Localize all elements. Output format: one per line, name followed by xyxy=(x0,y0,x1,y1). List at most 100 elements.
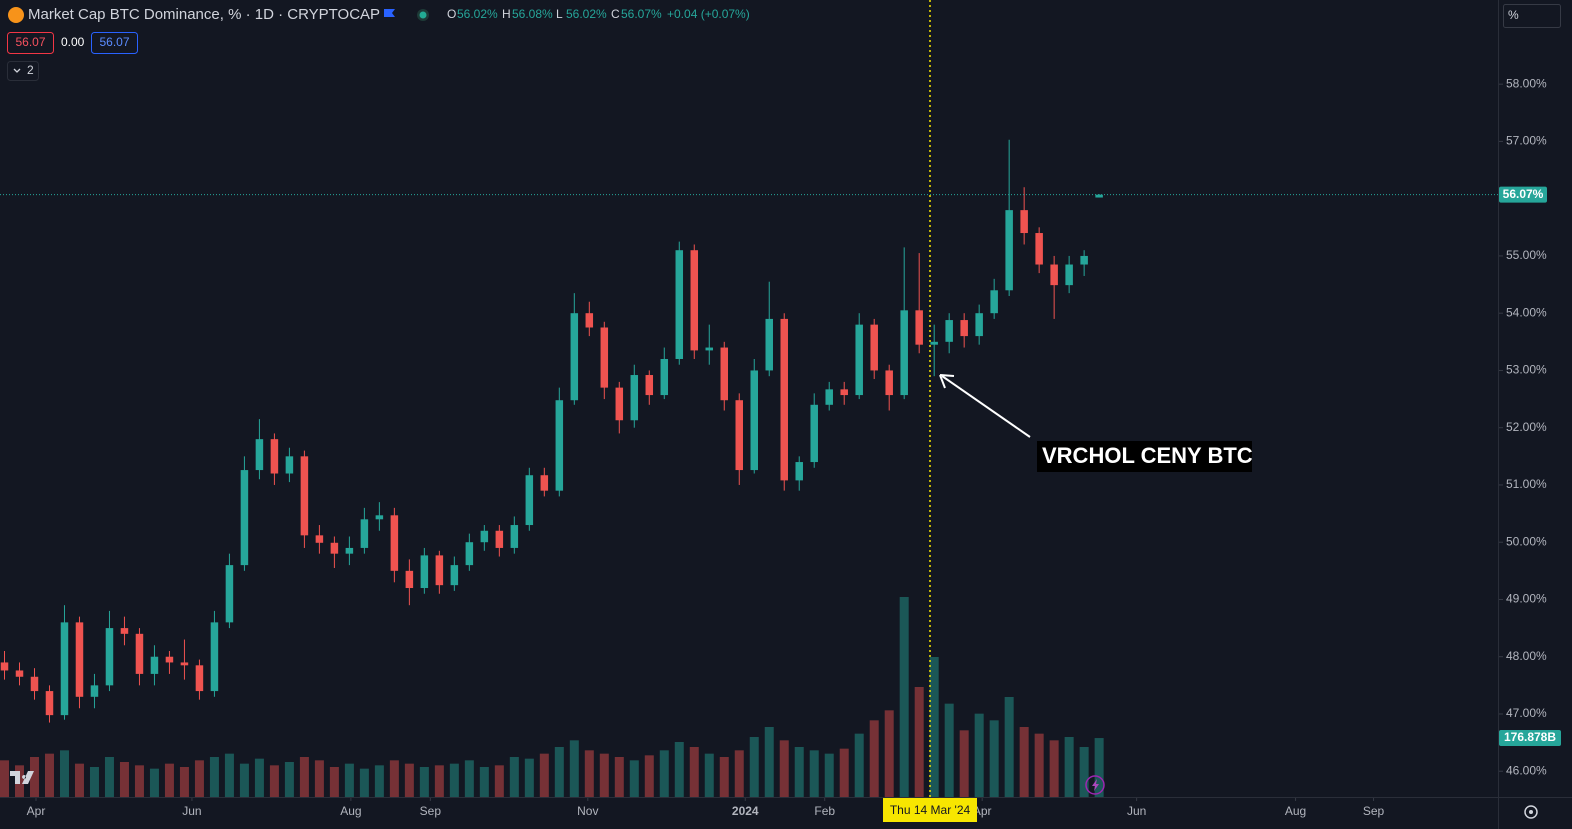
x-tick-label: Aug xyxy=(340,804,361,818)
candle-body xyxy=(30,676,39,692)
ohlc-value: 56.02% xyxy=(457,7,498,21)
annotation-text[interactable]: VRCHOL CENY BTC xyxy=(1042,443,1253,468)
bid-value: 56.07 xyxy=(15,35,45,49)
volume-bar xyxy=(269,765,279,797)
candle-body xyxy=(525,475,534,526)
volume-bar xyxy=(704,753,714,797)
candle-body xyxy=(840,389,848,396)
volume-bar xyxy=(479,767,489,797)
candle-body xyxy=(855,324,863,396)
indicators-toggle[interactable] xyxy=(7,61,39,81)
volume-bar xyxy=(179,767,189,797)
replay-icon[interactable] xyxy=(1085,775,1105,795)
volume-bar xyxy=(224,753,234,797)
candle-body xyxy=(585,313,594,328)
volume-bar xyxy=(614,757,624,797)
candle-body xyxy=(240,470,249,566)
y-tick-label: 47.00% xyxy=(1506,706,1547,720)
volume-bar xyxy=(764,727,774,797)
volume-bar xyxy=(374,765,384,797)
volume-bar xyxy=(1064,737,1074,797)
candle-body xyxy=(45,691,54,716)
volume-bar xyxy=(119,762,129,797)
candle-body xyxy=(210,622,219,692)
y-tick-label: 48.00% xyxy=(1506,649,1547,663)
y-tick-label: 49.00% xyxy=(1506,592,1547,606)
candle-body xyxy=(795,462,803,481)
candle-body xyxy=(570,313,579,401)
volume-bar xyxy=(944,703,954,797)
volume-bar xyxy=(644,755,654,797)
plot-area xyxy=(0,0,1498,797)
volume-bar xyxy=(929,657,939,797)
scale-unit-box[interactable] xyxy=(1503,4,1561,28)
candle-body xyxy=(300,456,309,536)
volume-bar xyxy=(854,733,864,797)
candle-body xyxy=(330,542,339,554)
annotation-box[interactable] xyxy=(1037,441,1252,472)
candle-body xyxy=(315,535,324,543)
symbol-title[interactable]: Market Cap BTC Dominance, % · 1D · CRYPT… xyxy=(28,6,380,23)
volume-bar xyxy=(959,730,969,797)
spread-value: 0.00 xyxy=(61,35,85,49)
candle-body xyxy=(420,555,429,589)
ohlc-key: L xyxy=(556,7,563,21)
ask-badge[interactable] xyxy=(91,32,138,54)
flag-icon[interactable] xyxy=(384,9,395,17)
volume-bar xyxy=(524,758,534,797)
candle-body xyxy=(465,542,474,566)
volume-bar xyxy=(719,757,729,797)
candle-body xyxy=(630,375,639,421)
ohlc-key: H xyxy=(502,7,511,21)
volume-bar xyxy=(749,737,759,797)
volume-bar xyxy=(1004,697,1014,797)
candle-body xyxy=(990,290,998,314)
ohlc-key: O xyxy=(447,7,456,21)
last-price-label: 56.07% xyxy=(1503,187,1544,201)
volume-bar xyxy=(89,767,99,797)
candle-body xyxy=(360,519,369,548)
volume-bar xyxy=(629,760,639,797)
candle-body xyxy=(285,456,294,474)
volume-bar xyxy=(809,750,819,797)
volume-bar xyxy=(254,758,264,797)
candle-body xyxy=(435,555,444,586)
volume-bar xyxy=(509,757,519,797)
candle-body xyxy=(555,400,564,491)
y-tick-label: 51.00% xyxy=(1506,477,1547,491)
volume-bar xyxy=(59,750,69,797)
settings-icon[interactable] xyxy=(1524,805,1538,819)
candle-body xyxy=(105,628,114,686)
candle-body xyxy=(165,656,174,663)
x-tick-label: Jun xyxy=(1127,804,1146,818)
annotation-arrow xyxy=(941,375,1031,438)
x-tick-label: Apr xyxy=(973,804,992,818)
y-tick-label: 46.00% xyxy=(1506,763,1547,777)
volume-bar xyxy=(1034,733,1044,797)
candle-body xyxy=(1035,233,1043,265)
candle-body xyxy=(780,318,788,481)
volume-tag xyxy=(1499,730,1561,747)
candle-body xyxy=(915,310,923,345)
volume-bar xyxy=(779,740,789,797)
ohlc-key: C xyxy=(611,7,620,21)
candle-body xyxy=(0,662,9,671)
x-tick-label: Feb xyxy=(814,804,835,818)
x-tick-label: Jun xyxy=(182,804,201,818)
y-tick-label: 53.00% xyxy=(1506,363,1547,377)
tv-logo[interactable] xyxy=(10,771,34,784)
y-tick-label: 54.00% xyxy=(1506,305,1547,319)
y-tick-label: 52.00% xyxy=(1506,420,1547,434)
crosshair-date: Thu 14 Mar '24 xyxy=(890,803,971,817)
y-tick-label: 57.00% xyxy=(1506,134,1547,148)
candle-body xyxy=(885,370,893,396)
volume-label: 176.878B xyxy=(1504,730,1556,744)
candle-body xyxy=(135,633,144,674)
volume-bar xyxy=(599,753,609,797)
candle-body xyxy=(600,327,609,388)
volume-bar xyxy=(659,750,669,797)
candle-body xyxy=(750,370,758,471)
bid-badge[interactable] xyxy=(7,32,54,54)
volume-bar xyxy=(104,757,114,797)
volume-bar xyxy=(689,747,699,797)
